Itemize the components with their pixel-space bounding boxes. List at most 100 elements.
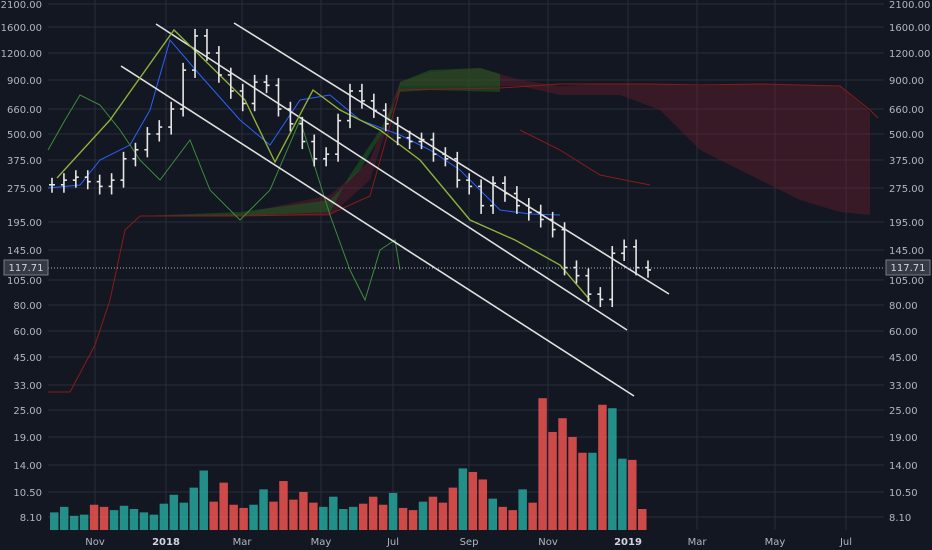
time-tick-label: 2019 [614,537,642,548]
right-tick-label: 105.00 [889,276,924,287]
volume-bar [358,503,368,530]
left-tick-label: 2100.00 [1,0,42,11]
volume-bar [329,496,338,530]
volume-bar [89,504,99,530]
right-tick-label: 145.00 [889,246,924,257]
tenkan-line [47,38,561,216]
time-tick-label: 2018 [152,537,180,548]
channel-lower [120,65,635,397]
volume-bar [628,459,637,530]
volume-bar [478,479,488,530]
time-tick-label: Nov [538,537,558,548]
volume-bar [339,509,348,530]
volume-bar [229,504,238,530]
cloud-area [140,68,500,216]
volume-bar [408,510,418,530]
left-tick-label: 145.00 [7,246,42,257]
grid-lines [48,0,884,530]
volume-bar [289,499,298,530]
left-tick-label: 80.00 [13,301,42,312]
volume-bar [139,512,149,530]
time-tick-label: Jul [839,537,852,548]
left-tick-label: 19.00 [13,433,42,444]
volume-bar [528,502,537,530]
right-tick-label: 10.50 [889,488,918,499]
volume-bar [309,502,318,530]
volume-bar [99,506,109,530]
volume-bar [538,398,547,530]
zigzag-line [56,28,591,301]
right-tick-label: 2100.00 [889,0,930,11]
time-tick-label: May [311,537,332,548]
right-tick-label: 14.00 [889,461,918,472]
right-tick-label: 1600.00 [889,23,930,34]
right-tick-label: 60.00 [889,327,918,338]
volume-bar [59,506,69,530]
volume-bar [199,470,208,530]
volume-bar [508,510,517,530]
right-tick-label: 500.00 [889,130,924,141]
right-price-axis: 2100.00 1600.00 1200.00 900.00 660.00 500.00 3… [889,0,930,524]
volume-bar [219,482,228,530]
volume-bar [319,506,328,530]
volume-bar [299,492,308,530]
volume-bar [488,498,497,530]
left-tick-label: 1600.00 [1,23,42,34]
volume-bar [428,496,438,530]
volume-bar [279,481,288,530]
left-tick-label: 8.10 [20,513,42,524]
volume-bar [418,501,428,530]
time-tick-label: Sep [460,537,479,548]
volume-bar [109,510,119,530]
left-tick-label: 900.00 [7,76,42,87]
cloud-area [140,68,870,216]
zigzag-path [56,28,591,301]
right-tick-label: 660.00 [889,105,924,116]
left-tick-label: 660.00 [7,105,42,116]
volume-bar [149,514,159,530]
right-tick-label: 375.00 [889,156,924,167]
right-tick-label: 33.00 [889,381,918,392]
lagging-line [47,94,401,302]
volume-bar [438,502,448,530]
volume-bar [209,501,218,530]
volume-bar [498,506,507,530]
volume-bar [259,489,268,530]
volume-bar [548,431,557,530]
time-tick-label: Jul [386,537,399,548]
left-last-price-badge: 117.71 [3,259,49,276]
volume-bar [159,503,169,530]
volume-bar [598,404,607,530]
right-tick-label: 900.00 [889,76,924,87]
channel-upper [233,22,670,295]
left-tick-label: 275.00 [7,184,42,195]
left-tick-label: 195.00 [7,218,42,229]
volume-bar [368,496,378,530]
volume-bar [588,452,597,530]
volume-bar [618,458,627,530]
volume-bar [608,408,617,530]
volume-bar [458,468,468,530]
kijun-line [519,129,651,186]
volume-bar [468,471,478,530]
volume-bar [50,512,59,530]
right-last-price-badge: 117.71 [885,259,931,276]
ichimoku-cloud [140,68,870,216]
volume-bar [558,418,567,530]
right-tick-label: 1200.00 [889,49,930,60]
left-tick-label: 500.00 [7,130,42,141]
left-price-axis: 2100.00 1600.00 1200.00 900.00 660.00 500.00 3… [1,0,42,524]
volume-bar [79,514,89,530]
left-tick-label: 45.00 [13,353,42,364]
left-tick-label: 375.00 [7,156,42,167]
time-tick-label: May [765,537,786,548]
right-tick-label: 275.00 [889,184,924,195]
left-last-price: 117.71 [9,263,44,274]
right-tick-label: 19.00 [889,433,918,444]
volume-bar [69,515,79,530]
left-tick-label: 14.00 [13,461,42,472]
left-tick-label: 25.00 [13,406,42,417]
volume-bar [179,502,189,530]
time-tick-label: Mar [233,537,253,548]
